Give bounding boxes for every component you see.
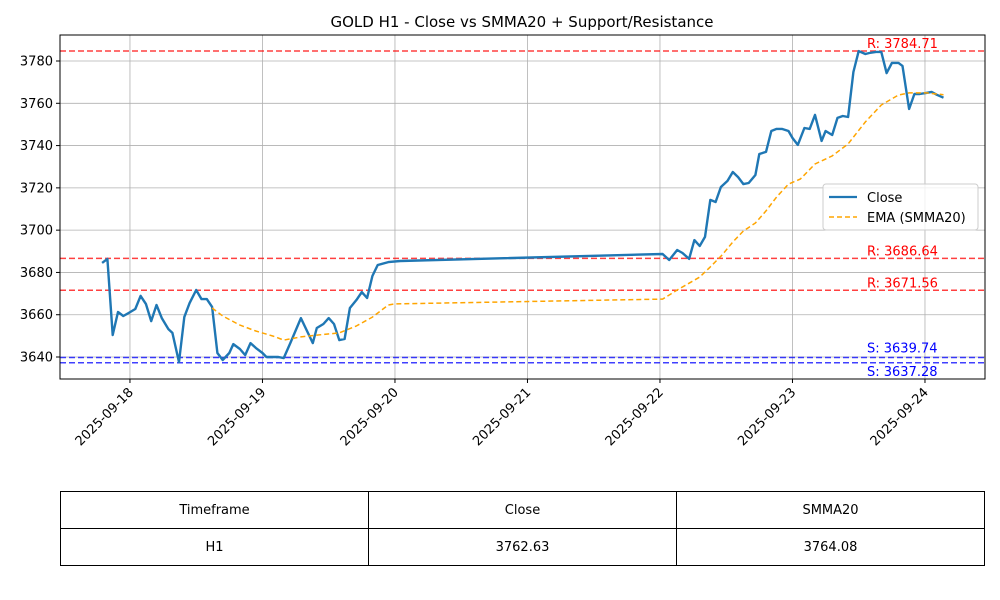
y-tick-label: 3680 xyxy=(20,266,53,281)
header-smma20: SMMA20 xyxy=(676,491,985,529)
x-tick-label: 2025-09-23 xyxy=(735,385,799,449)
x-tick-label: 2025-09-19 xyxy=(205,385,269,449)
y-tick-label: 3760 xyxy=(20,97,53,112)
x-tick-label: 2025-09-24 xyxy=(868,385,932,449)
x-tick-label: 2025-09-18 xyxy=(73,385,137,449)
resistance-label: R: 3671.56 xyxy=(867,276,938,291)
legend-close-label: Close xyxy=(867,191,902,206)
y-tick-label: 3660 xyxy=(20,308,53,323)
y-tick-label: 3640 xyxy=(20,351,53,366)
y-tick-label: 3720 xyxy=(20,181,53,196)
support-label: S: 3639.74 xyxy=(867,342,938,357)
y-tick-label: 3740 xyxy=(20,139,53,154)
x-tick-label: 2025-09-20 xyxy=(338,385,402,449)
resistance-label: R: 3686.64 xyxy=(867,244,938,259)
y-tick-label: 3700 xyxy=(20,224,53,239)
table-row: H1 3762.63 3764.08 xyxy=(60,528,985,566)
y-tick-label: 3780 xyxy=(20,55,53,70)
chart: GOLD H1 - Close vs SMMA20 + Support/Resi… xyxy=(20,13,986,449)
resistance-label: R: 3784.71 xyxy=(867,37,938,52)
header-close: Close xyxy=(368,491,677,529)
cell-smma20: 3764.08 xyxy=(676,528,985,566)
plot-area-frame xyxy=(59,34,986,380)
x-tick-label: 2025-09-22 xyxy=(603,385,667,449)
cell-close: 3762.63 xyxy=(368,528,677,566)
smma20-series-line xyxy=(211,92,944,341)
cell-timeframe: H1 xyxy=(60,528,369,566)
x-tick-label: 2025-09-21 xyxy=(470,385,534,449)
table-header-row: Timeframe Close SMMA20 xyxy=(60,491,985,529)
chart-title: GOLD H1 - Close vs SMMA20 + Support/Resi… xyxy=(330,13,713,31)
legend: Close EMA (SMMA20) xyxy=(822,183,979,231)
support-label: S: 3637.28 xyxy=(867,365,938,380)
legend-smma-label: EMA (SMMA20) xyxy=(867,211,966,226)
close-series-line xyxy=(101,49,944,364)
header-timeframe: Timeframe xyxy=(60,491,369,529)
summary-table: Timeframe Close SMMA20 H1 3762.63 3764.0… xyxy=(60,491,985,566)
